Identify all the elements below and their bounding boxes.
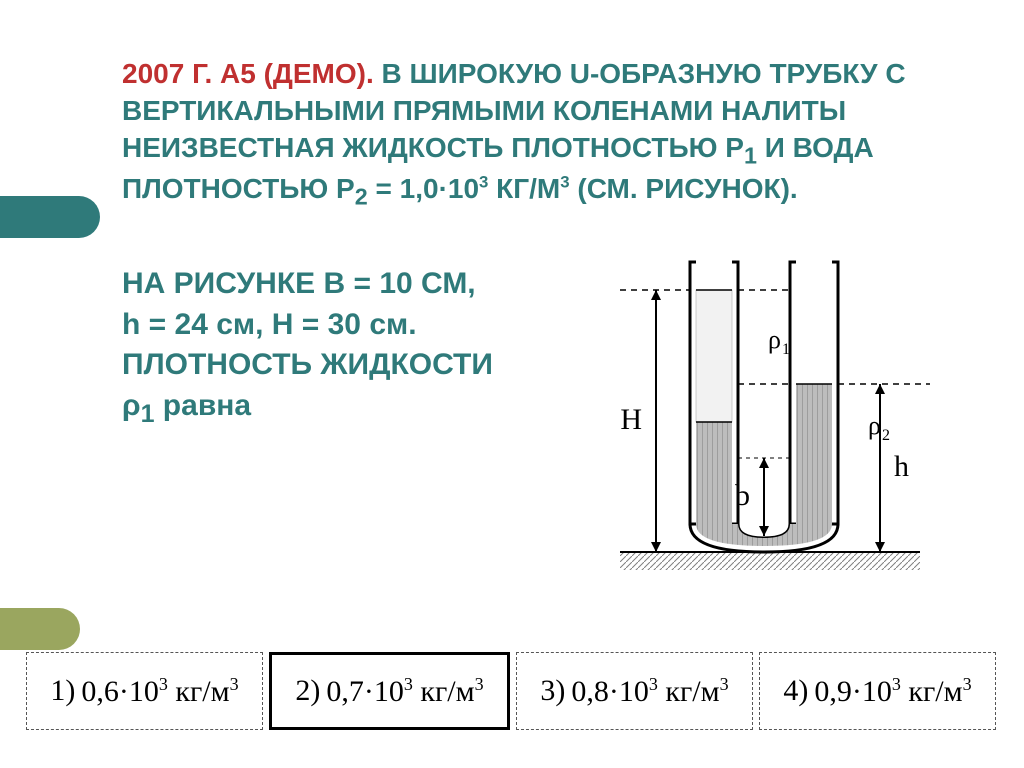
answer-option: 4)0,9·103 кг/м3: [759, 652, 996, 730]
slide: 2007 г. А5 (ДЕМО). В широкую U-образную …: [0, 0, 1024, 768]
question-line: h = 24 см, H = 30 см.: [122, 305, 542, 346]
question-text: На рисунке b = 10 см, h = 24 см, H = 30 …: [122, 264, 542, 431]
svg-text:1: 1: [782, 341, 790, 358]
problem-title: 2007 г. А5 (ДЕМО). В широкую U-образную …: [122, 56, 942, 213]
question-line: На рисунке b = 10 см,: [122, 264, 542, 305]
accent-bar: [0, 196, 100, 238]
u-tube-diagram: Hbhρ1ρ2: [560, 232, 960, 592]
svg-text:ρ: ρ: [868, 411, 881, 440]
question-line: ρ1 равна: [122, 386, 542, 432]
title-lead: 2007 г. А5 (ДЕМО).: [122, 58, 374, 89]
accent-bar: [0, 608, 80, 650]
answer-choices: 1)0,6·103 кг/м32)0,7·103 кг/м33)0,8·103 …: [26, 652, 996, 730]
svg-text:2: 2: [882, 427, 890, 444]
answer-option: 3)0,8·103 кг/м3: [516, 652, 753, 730]
question-line: Плотность жидкости: [122, 345, 542, 386]
answer-option: 2)0,7·103 кг/м3: [269, 652, 510, 730]
answer-option: 1)0,6·103 кг/м3: [26, 652, 263, 730]
svg-text:H: H: [620, 403, 642, 436]
svg-text:ρ: ρ: [768, 325, 781, 354]
svg-text:b: b: [735, 479, 750, 512]
svg-text:h: h: [894, 450, 909, 483]
